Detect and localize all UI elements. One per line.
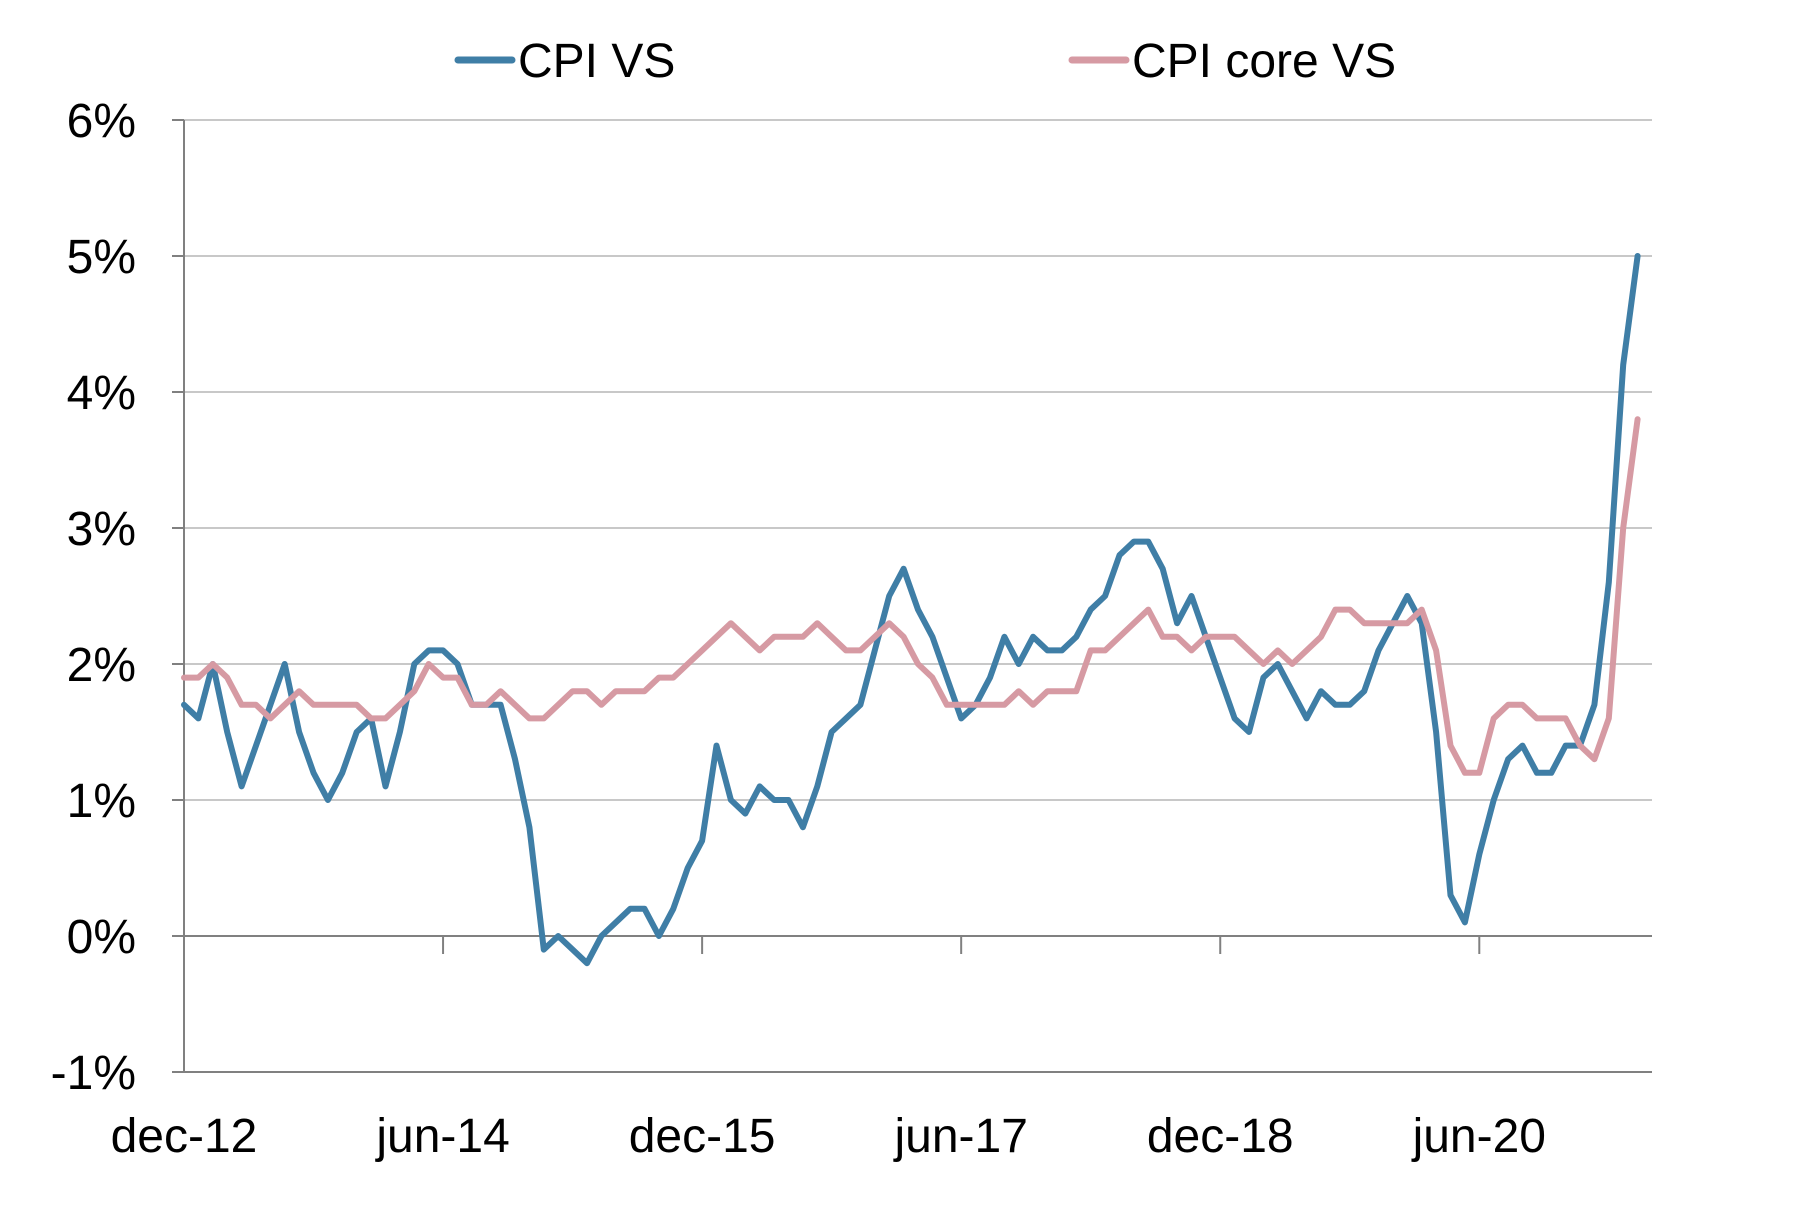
legend: CPI VS CPI core VS (454, 35, 1396, 88)
y-tick-label: 4% (67, 367, 136, 420)
series-line-cpi (181, 253, 1641, 967)
legend-label-cpi: CPI VS (518, 35, 675, 88)
x-tick-label: dec-18 (1147, 1110, 1294, 1163)
y-tick-label: 3% (67, 503, 136, 556)
x-tick-label: dec-15 (629, 1110, 776, 1163)
y-tick-label: -1% (51, 1047, 136, 1100)
x-tick-label: dec-12 (111, 1110, 258, 1163)
axes (172, 119, 1652, 1073)
legend-label-core: CPI core VS (1132, 35, 1396, 88)
x-tick-label: jun-17 (892, 1110, 1027, 1163)
y-tick-label: 2% (67, 639, 136, 692)
series-line-core (181, 416, 1641, 776)
y-tick-label: 1% (67, 775, 136, 828)
x-tick-label: jun-20 (1411, 1110, 1546, 1163)
series-lines (181, 253, 1641, 967)
x-tick-label: jun-14 (374, 1110, 509, 1163)
y-tick-label: 5% (67, 231, 136, 284)
tick-labels: -1% 0% 1% 2% 3% 4% 5% 6% dec-12 jun-14 dec-15 jun-1… (51, 95, 1546, 1163)
y-tick-label: 6% (67, 95, 136, 148)
y-tick-label: 0% (67, 911, 136, 964)
